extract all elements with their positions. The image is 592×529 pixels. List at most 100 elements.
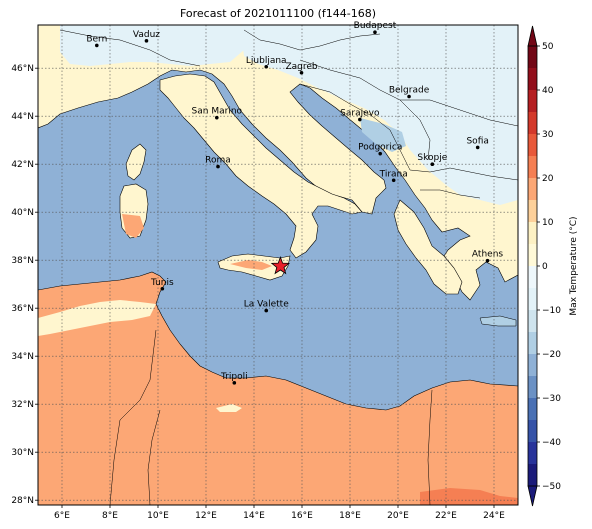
city-dot	[264, 308, 269, 313]
city-dot	[264, 64, 269, 69]
city-dot	[215, 115, 219, 120]
city-dot	[216, 164, 220, 169]
lat-tick-label: 40°N	[11, 208, 34, 218]
city-label: Roma	[205, 156, 231, 166]
colorbar-segment	[528, 222, 537, 244]
colorbar-segment	[528, 134, 537, 156]
city-label: San Marino	[192, 107, 243, 117]
greece	[393, 199, 463, 295]
colorbar-tick-label: 20	[542, 174, 554, 184]
colorbar-tick-label: 10	[542, 218, 554, 228]
colorbar-label: Max Temperature (°C)	[569, 216, 579, 315]
lat-tick-label: 32°N	[11, 400, 34, 410]
lon-tick-label: 16°E	[291, 511, 313, 521]
city-dot	[485, 258, 490, 263]
city-label: Sofia	[466, 136, 488, 146]
map-title: Forecast of 2021011100 (f144-168)	[179, 7, 377, 20]
colorbar-segment	[528, 178, 537, 200]
tunisia-mild-band	[38, 300, 156, 336]
star-icon	[270, 256, 291, 275]
colorbar-segment	[528, 420, 537, 442]
city-dot	[378, 151, 383, 156]
lon-tick-label: 12°E	[195, 511, 217, 521]
colorbar-segment	[528, 112, 537, 134]
colorbar-segment	[528, 376, 537, 398]
city-dot	[358, 117, 362, 122]
city-label: Skopje	[417, 153, 447, 163]
city-dot	[391, 178, 396, 183]
city-label: Tunis	[150, 278, 174, 288]
city-label: Ljubljana	[246, 56, 287, 66]
colorbar-segment	[528, 464, 537, 486]
egypt-hot-patch	[420, 488, 518, 505]
colorbar-segment	[528, 90, 537, 112]
sicily-warm-interior	[230, 260, 272, 270]
colorbar-segment	[528, 200, 537, 222]
colorbar-tick-label: −40	[542, 438, 561, 448]
city-label: Bern	[86, 34, 107, 44]
lon-tick-label: 20°E	[387, 511, 409, 521]
lat-tick-label: 28°N	[11, 496, 34, 506]
lat-tick-label: 44°N	[11, 112, 34, 122]
lon-tick-label: 18°E	[339, 511, 361, 521]
lat-tick-label: 38°N	[11, 256, 34, 266]
colorbar-tick-label: 40	[542, 86, 554, 96]
city-dot	[232, 381, 237, 385]
city-dot	[407, 94, 411, 99]
city-dot	[373, 30, 377, 34]
colorbar-segment	[528, 354, 537, 376]
colorbar-segment	[528, 442, 537, 464]
corsica	[125, 143, 147, 181]
lat-tick-label: 42°N	[11, 160, 34, 170]
lat-tick-label: 34°N	[11, 352, 34, 362]
city-dot	[299, 70, 304, 75]
map-frame	[37, 24, 519, 506]
lon-tick-label: 24°E	[483, 511, 505, 521]
lon-tick-label: 22°E	[435, 511, 457, 521]
colorbar-segment	[528, 244, 537, 266]
city-label: Podgorica	[358, 143, 402, 153]
lat-tick-label: 30°N	[11, 448, 34, 458]
city-label: Vaduz	[133, 30, 160, 40]
city-label: Tripoli	[220, 372, 248, 382]
crete	[479, 315, 517, 327]
colorbar-tick-label: 30	[542, 130, 554, 140]
colorbar-tick-label: −10	[542, 306, 561, 316]
city-label: Budapest	[354, 21, 397, 31]
city-dot	[430, 162, 435, 166]
city-dot	[475, 145, 480, 150]
colorbar-extend-min	[527, 485, 538, 507]
lon-tick-label: 8°E	[102, 511, 118, 521]
lon-tick-label: 10°E	[147, 511, 169, 521]
balkans-cold	[240, 25, 518, 205]
colorbar-extend-max	[527, 25, 538, 47]
city-label: La Valette	[244, 300, 289, 310]
colorbar-segment	[528, 46, 537, 68]
colorbar-segment	[528, 332, 537, 354]
city-label: Tirana	[379, 169, 408, 179]
colorbar-tick-label: 50	[542, 42, 554, 52]
balkans-cool-patch	[360, 118, 406, 152]
city-label: Sarajevo	[340, 109, 380, 119]
colorbar-tick-label: 0	[542, 262, 548, 272]
colorbar-tick-label: −20	[542, 350, 561, 360]
gridlines	[38, 25, 518, 505]
lat-tick-label: 36°N	[11, 304, 34, 314]
colorbar-tick-label: −30	[542, 394, 561, 404]
city-dot	[95, 43, 99, 48]
axis-ticks: 6°E 8°E 10°E 12°E 14°E 16°E 18°E 20°E 22°E 24°E 28…	[11, 64, 505, 521]
lon-tick-label: 6°E	[54, 511, 70, 521]
city-label: Belgrade	[389, 86, 430, 96]
colorbar-segment	[528, 156, 537, 178]
colorbar-segment	[528, 398, 537, 420]
colorbar-segment	[528, 68, 537, 90]
sardinia-warm-south	[122, 214, 144, 238]
alps-cold	[60, 25, 244, 66]
city-dot	[144, 39, 149, 43]
libya-mild-patch	[216, 404, 242, 412]
city-dot	[160, 286, 165, 291]
colorbar: −50 −40 −30 −20 −10 0 10 20 30 40 50	[527, 25, 561, 507]
location-star	[270, 256, 291, 275]
